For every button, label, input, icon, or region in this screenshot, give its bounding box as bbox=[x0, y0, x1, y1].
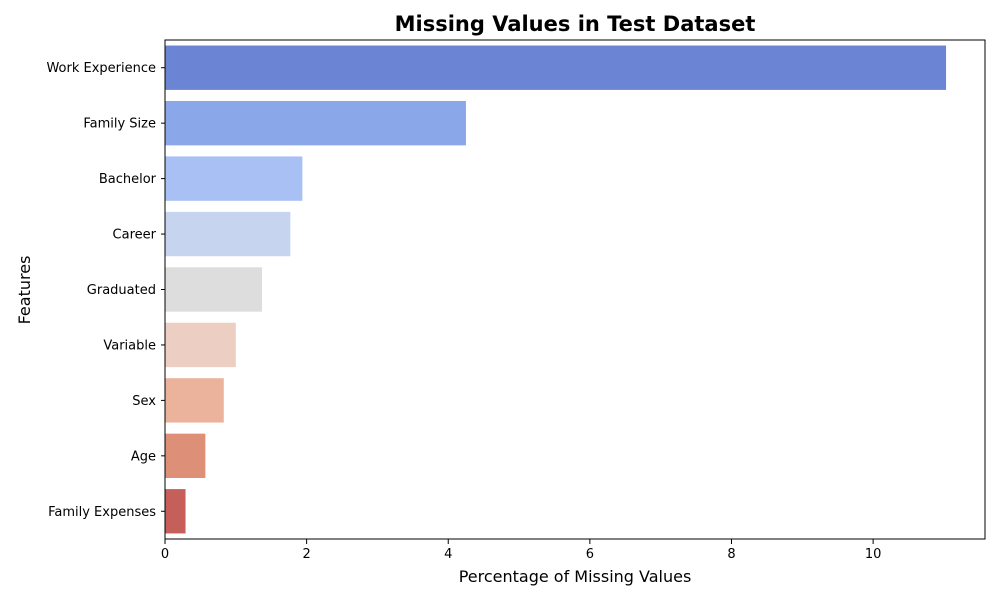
axes: Work Experience Family Size Bachelor Career… bbox=[46, 39, 986, 562]
bar bbox=[165, 45, 947, 90]
y-tick-label: Bachelor bbox=[99, 172, 157, 187]
y-tick-label: Work Experience bbox=[46, 61, 156, 76]
bar bbox=[165, 489, 186, 534]
bar bbox=[165, 322, 236, 368]
y-axis-label: Features bbox=[15, 256, 34, 325]
x-tick-label: 0 bbox=[161, 547, 169, 562]
plot-area bbox=[165, 45, 947, 534]
bar bbox=[165, 211, 291, 257]
x-axis-label: Percentage of Missing Values bbox=[459, 567, 692, 586]
y-tick-label: Family Expenses bbox=[48, 505, 156, 520]
y-tick-label: Career bbox=[113, 228, 157, 243]
x-tick-label: 10 bbox=[865, 547, 882, 562]
x-tick-label: 6 bbox=[586, 547, 594, 562]
x-tick-label: 2 bbox=[302, 547, 310, 562]
y-tick-label: Age bbox=[131, 449, 156, 464]
y-tick-label: Family Size bbox=[83, 117, 156, 132]
y-tick-label: Sex bbox=[132, 394, 156, 409]
y-tick-label: Variable bbox=[103, 338, 156, 353]
chart-title: Missing Values in Test Dataset bbox=[395, 12, 756, 36]
x-tick-label: 8 bbox=[727, 547, 735, 562]
bar bbox=[165, 100, 466, 146]
plot-frame bbox=[164, 39, 986, 540]
bar bbox=[165, 378, 224, 423]
y-tick-label: Graduated bbox=[87, 283, 156, 298]
x-tick-label: 4 bbox=[444, 547, 452, 562]
bar bbox=[165, 267, 263, 312]
bar bbox=[165, 433, 206, 479]
bar bbox=[165, 156, 303, 201]
